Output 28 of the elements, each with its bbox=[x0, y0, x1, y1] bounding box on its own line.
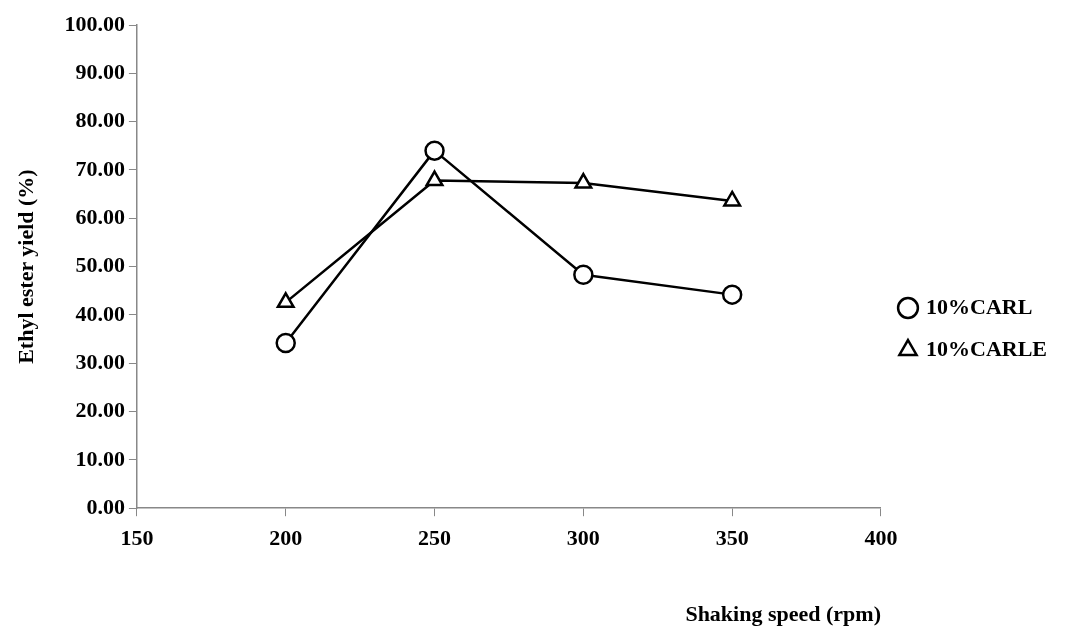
y-tick-label: 60.00 bbox=[75, 203, 125, 229]
y-tick-label: 10.00 bbox=[75, 445, 125, 471]
point bbox=[573, 264, 594, 286]
x-tick-label: 400 bbox=[864, 525, 898, 551]
legend-label: 10%CARLE bbox=[925, 335, 1047, 361]
x-axis-title: Shaking speed (rpm) bbox=[685, 601, 881, 627]
point bbox=[275, 332, 296, 354]
y-tick-label: 50.00 bbox=[75, 252, 125, 278]
y-tick-label: 40.00 bbox=[75, 300, 125, 326]
y-tick-label: 90.00 bbox=[75, 59, 125, 85]
x-tick-label: 150 bbox=[120, 525, 154, 551]
y-tick-label: 30.00 bbox=[75, 348, 125, 374]
y-tick-label: 0.00 bbox=[86, 493, 125, 519]
y-tick-label: 70.00 bbox=[75, 155, 125, 181]
point bbox=[425, 170, 444, 187]
legend-label: 10%CARL bbox=[925, 293, 1033, 319]
x-tick-label: 350 bbox=[715, 525, 749, 551]
x-tick-label: 300 bbox=[566, 525, 600, 551]
point bbox=[723, 190, 742, 207]
point bbox=[574, 172, 593, 189]
y-axis-title: Ethyl ester yield (%) bbox=[12, 169, 38, 364]
x-tick-label: 250 bbox=[418, 525, 452, 551]
y-tick-label: 20.00 bbox=[75, 397, 125, 423]
point bbox=[721, 284, 743, 305]
y-tick-label: 100.00 bbox=[64, 10, 125, 36]
point bbox=[276, 292, 295, 309]
y-tick-label: 80.00 bbox=[75, 107, 125, 133]
x-tick-label: 200 bbox=[269, 525, 303, 551]
